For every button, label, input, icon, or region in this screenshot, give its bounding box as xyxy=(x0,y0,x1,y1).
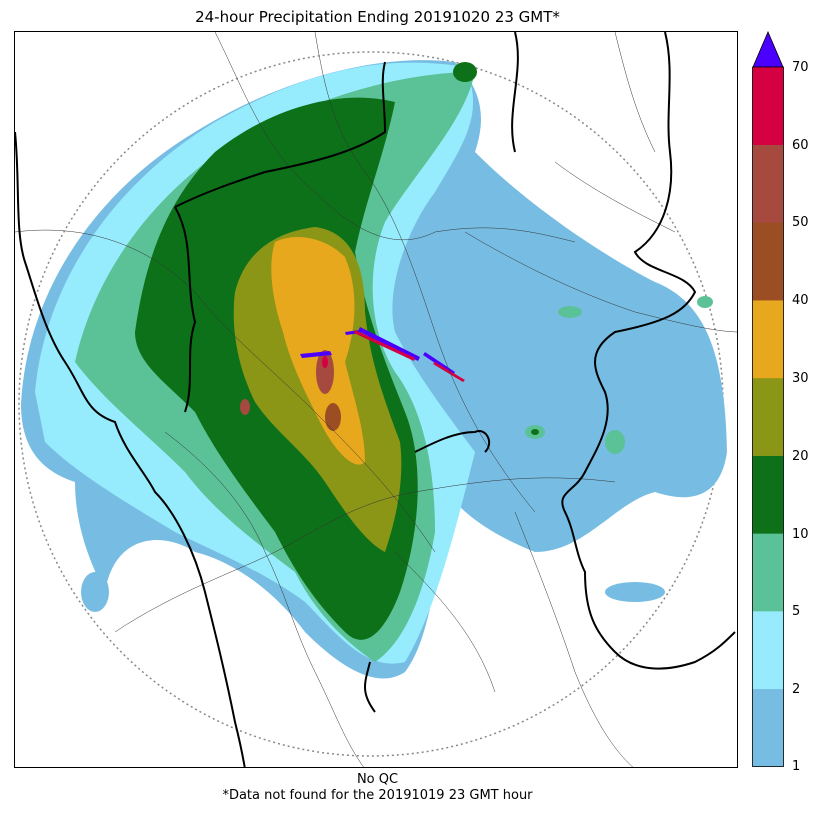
colorbar-bands xyxy=(752,67,784,767)
precip-40-60mm-core-b xyxy=(325,403,341,431)
precip-cell-east-1-core xyxy=(531,429,539,435)
precip-cell-east-2 xyxy=(558,306,582,318)
colorbar-band xyxy=(752,67,784,146)
district-boundaries xyxy=(15,32,737,767)
precip-60-70mm-core xyxy=(322,356,328,368)
colorbar-tick-label: 5 xyxy=(792,604,801,619)
precip-60-70mm-streaks xyxy=(354,330,465,382)
precip-cell-north xyxy=(453,62,477,82)
precipitation-map xyxy=(14,31,738,768)
precip-cell-east-4 xyxy=(697,296,713,308)
precip-cell-southwest xyxy=(81,572,109,612)
colorbar-tick-label: 1 xyxy=(792,759,801,774)
colorbar-band xyxy=(752,455,784,534)
precip-cell-east-3 xyxy=(605,430,625,454)
colorbar-tick-label: 70 xyxy=(792,60,809,75)
precip-over-70mm-streaks xyxy=(300,327,455,375)
colorbar-tick-label: 20 xyxy=(792,449,809,464)
map-canvas xyxy=(15,32,737,767)
colorbar-band xyxy=(752,222,784,301)
precip-30-40mm xyxy=(271,237,365,465)
colorbar-band xyxy=(752,611,784,690)
qc-note: No QC xyxy=(356,772,399,787)
colorbar-tick-label: 10 xyxy=(792,527,809,542)
precip-40-60mm-core-c xyxy=(240,399,250,415)
colorbar-overflow-arrow xyxy=(752,31,784,68)
colorbar-band xyxy=(752,377,784,456)
colorbar-tick-label: 2 xyxy=(792,682,801,697)
colorbar-tick-label: 50 xyxy=(792,215,809,230)
map-title: 24-hour Precipitation Ending 20191020 23… xyxy=(195,8,560,26)
colorbar-tick-label: 40 xyxy=(792,293,809,308)
colorbar-band xyxy=(752,144,784,223)
missing-data-note: *Data not found for the 20191019 23 GMT … xyxy=(222,788,533,803)
colorbar-tick-label: 30 xyxy=(792,371,809,386)
precipitation-colorbar xyxy=(752,31,784,767)
colorbar-outline xyxy=(752,66,784,767)
colorbar-band xyxy=(752,688,784,767)
colorbar-band xyxy=(752,533,784,612)
state-boundaries xyxy=(15,32,736,767)
colorbar-tick-label: 60 xyxy=(792,138,809,153)
precip-cell-southeast xyxy=(605,582,665,602)
colorbar-band xyxy=(752,300,784,379)
precip-40-60mm-core-a xyxy=(316,350,334,394)
precipitation-field xyxy=(21,60,727,679)
